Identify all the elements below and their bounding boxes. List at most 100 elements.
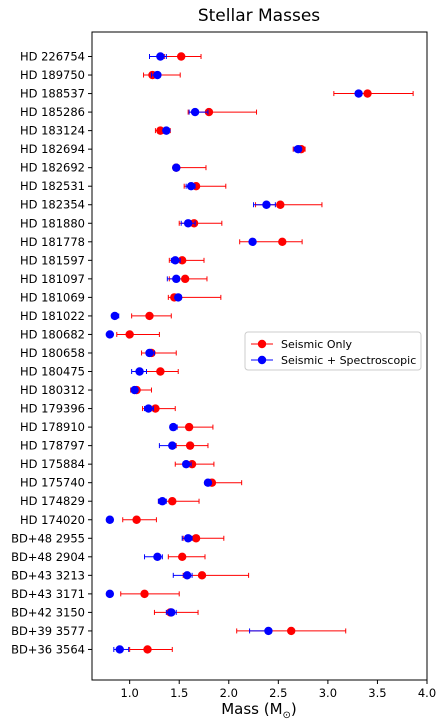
y-tick-label: HD 181778 bbox=[20, 235, 85, 249]
y-tick-label: BD+39 3577 bbox=[11, 624, 85, 638]
seismic-point bbox=[204, 107, 214, 117]
x-tick-label: 3.5 bbox=[368, 686, 386, 700]
spectro-point bbox=[354, 89, 363, 98]
y-tick-label: HD 189750 bbox=[20, 68, 85, 82]
y-tick-label: BD+43 3213 bbox=[11, 568, 85, 582]
seismic-point bbox=[184, 422, 194, 432]
x-axis-label-close: ) bbox=[291, 700, 297, 718]
y-tick-label: HD 174020 bbox=[20, 513, 85, 527]
x-axis-ticks: 1.0 1.5 2.0 2.5 3.0 3.5 4.0 bbox=[121, 680, 436, 700]
spectro-point bbox=[174, 293, 183, 302]
spectro-point bbox=[115, 645, 124, 654]
y-tick-label: HD 175884 bbox=[20, 457, 85, 471]
y-tick-label: HD 174829 bbox=[20, 494, 85, 508]
spectro-point bbox=[144, 404, 153, 413]
seismic-point bbox=[363, 89, 372, 98]
plot-area bbox=[91, 31, 428, 681]
legend-label-seismic: Seismic Only bbox=[281, 338, 353, 351]
spectro-point bbox=[248, 237, 257, 246]
spectro-point bbox=[105, 589, 115, 599]
spectro-point bbox=[181, 459, 191, 469]
seismic-point bbox=[143, 645, 152, 654]
seismic-point bbox=[125, 330, 134, 339]
spectro-point bbox=[262, 200, 271, 209]
y-tick-label: BD+48 2904 bbox=[11, 550, 85, 564]
legend-marker-seismic bbox=[257, 339, 267, 349]
y-tick-label: HD 178797 bbox=[20, 439, 85, 453]
spectro-point bbox=[183, 219, 193, 228]
seismic-point bbox=[197, 571, 207, 580]
seismic-point bbox=[185, 441, 195, 450]
y-tick-label: BD+36 3564 bbox=[11, 642, 85, 656]
y-tick-label: HD 181022 bbox=[20, 309, 85, 323]
spectro-point bbox=[293, 144, 303, 154]
spectro-point bbox=[110, 311, 119, 321]
y-axis-ticks: HD 226754 HD 189750 HD 188537 HD 185286 HD 1… bbox=[11, 50, 92, 656]
legend-label-spectro: Seismic + Spectroscopic bbox=[281, 354, 416, 367]
y-tick-label: BD+48 2955 bbox=[11, 531, 85, 545]
spectro-point bbox=[153, 552, 162, 562]
spectro-point bbox=[167, 608, 176, 617]
seismic-point bbox=[278, 237, 287, 246]
spectro-point bbox=[264, 626, 273, 636]
spectro-point bbox=[171, 256, 180, 265]
spectro-point bbox=[172, 274, 181, 284]
data-marks bbox=[105, 52, 414, 654]
y-tick-label: HD 179396 bbox=[20, 402, 85, 416]
y-tick-label: HD 180475 bbox=[20, 365, 85, 379]
y-tick-label: HD 185286 bbox=[20, 105, 85, 119]
x-tick-label: 4.0 bbox=[418, 686, 436, 700]
legend-box bbox=[244, 331, 422, 371]
x-tick-label: 2.5 bbox=[269, 686, 287, 700]
seismic-point bbox=[156, 126, 165, 135]
y-tick-label: HD 180312 bbox=[20, 383, 85, 397]
y-tick-label: BD+42 3150 bbox=[11, 605, 85, 619]
y-tick-label: HD 188537 bbox=[20, 87, 85, 101]
spectro-point bbox=[145, 348, 154, 358]
spectro-point bbox=[183, 534, 193, 543]
y-tick-label: HD 178910 bbox=[20, 420, 85, 434]
seismic-point bbox=[156, 367, 165, 376]
spectro-point bbox=[182, 571, 192, 580]
spectro-point bbox=[190, 107, 200, 117]
spectro-point bbox=[158, 497, 167, 506]
x-tick-label: 1.5 bbox=[170, 686, 188, 700]
y-tick-label: HD 182694 bbox=[20, 142, 85, 156]
x-tick-label: 3.0 bbox=[319, 686, 337, 700]
chart-title: Stellar Masses bbox=[198, 6, 320, 26]
x-axis-label: Mass (M⊙) bbox=[221, 700, 297, 721]
seismic-point bbox=[180, 274, 190, 284]
seismic-point bbox=[140, 589, 149, 599]
seismic-point bbox=[145, 311, 154, 321]
seismic-point bbox=[187, 459, 197, 469]
y-tick-label: BD+43 3171 bbox=[11, 587, 85, 601]
seismic-point bbox=[132, 515, 141, 524]
spectro-point bbox=[172, 163, 181, 172]
y-tick-label: HD 181097 bbox=[20, 272, 85, 286]
x-tick-label: 2.0 bbox=[220, 686, 238, 700]
y-tick-label: HD 181597 bbox=[20, 253, 85, 267]
seismic-point bbox=[276, 200, 285, 209]
spectro-point bbox=[130, 385, 139, 395]
x-tick-label: 1.0 bbox=[121, 686, 139, 700]
y-tick-label: HD 182692 bbox=[20, 161, 85, 175]
y-tick-label: HD 183124 bbox=[20, 124, 85, 138]
x-axis-label-subscript: ⊙ bbox=[283, 710, 291, 721]
y-tick-label: HD 182354 bbox=[20, 198, 85, 212]
spectro-point bbox=[105, 330, 115, 339]
legend: Seismic Only Seismic + Spectroscopic bbox=[244, 331, 422, 371]
seismic-point bbox=[177, 52, 186, 61]
legend-marker-spectro bbox=[257, 355, 267, 365]
spectro-point bbox=[153, 70, 162, 80]
y-tick-label: HD 175740 bbox=[20, 476, 85, 490]
spectro-point bbox=[169, 422, 178, 432]
seismic-point bbox=[177, 552, 187, 562]
seismic-point bbox=[287, 626, 296, 636]
spectro-point bbox=[168, 441, 177, 450]
y-tick-label: HD 182531 bbox=[20, 179, 85, 193]
spectro-point bbox=[156, 52, 165, 61]
spectro-point bbox=[105, 515, 115, 524]
seismic-point bbox=[191, 534, 201, 543]
y-tick-label: HD 181069 bbox=[20, 290, 85, 304]
y-tick-label: HD 181880 bbox=[20, 216, 85, 230]
